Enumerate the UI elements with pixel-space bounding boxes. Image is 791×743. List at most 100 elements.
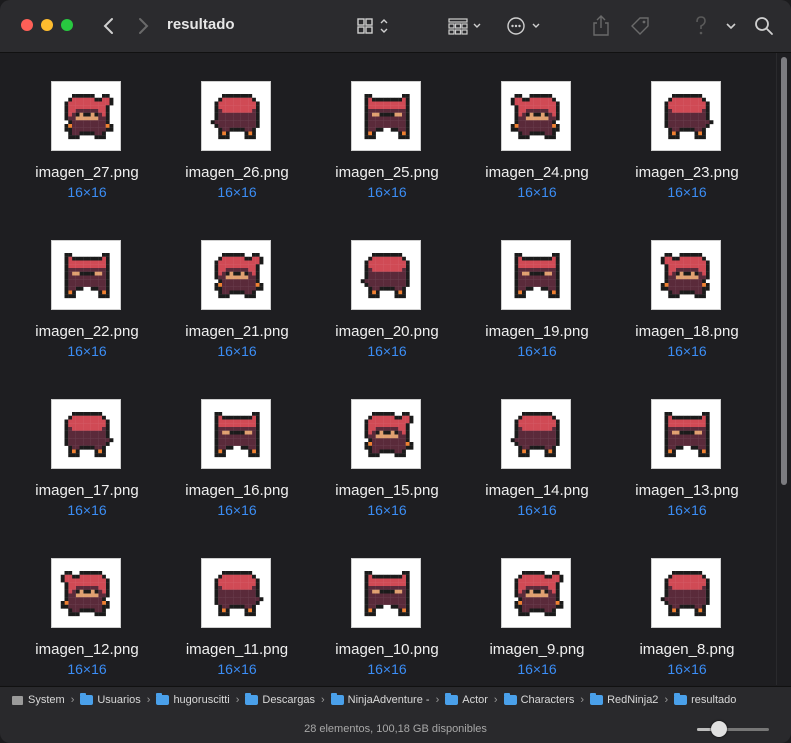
tag-button[interactable]	[627, 12, 653, 40]
ninja-sprite-image	[664, 94, 714, 140]
file-name[interactable]: imagen_17.png	[35, 482, 139, 499]
file-thumbnail	[51, 558, 121, 628]
file-item[interactable]: imagen_22.png 16×16	[12, 212, 162, 362]
icon-size-slider-knob[interactable]	[710, 721, 727, 737]
group-icon	[448, 18, 481, 35]
file-item[interactable]: imagen_21.png 16×16	[162, 212, 312, 362]
disk-icon	[12, 695, 23, 705]
file-dimensions: 16×16	[67, 184, 107, 200]
file-item[interactable]: imagen_20.png 16×16	[312, 212, 462, 362]
file-grid-area[interactable]: imagen_27.png 16×16 imagen_26.png 16×16 imag…	[0, 53, 776, 685]
file-name[interactable]: imagen_22.png	[35, 323, 139, 340]
more-toolbar-button[interactable]	[722, 12, 740, 40]
file-item[interactable]: imagen_15.png 16×16	[312, 371, 462, 521]
file-name[interactable]: imagen_12.png	[35, 641, 139, 658]
file-name[interactable]: imagen_15.png	[335, 482, 439, 499]
vertical-scrollbar[interactable]	[776, 53, 791, 685]
file-dimensions: 16×16	[367, 661, 407, 677]
breadcrumb-separator: ›	[580, 694, 585, 706]
back-button[interactable]	[98, 14, 120, 38]
ninja-sprite-image	[64, 253, 110, 299]
file-dimensions: 16×16	[367, 343, 407, 359]
action-button[interactable]	[505, 12, 545, 40]
view-mode-button[interactable]	[355, 12, 393, 40]
file-name[interactable]: imagen_14.png	[485, 482, 589, 499]
file-name[interactable]: imagen_23.png	[635, 164, 739, 181]
breadcrumb-item[interactable]: NinjaAdventure -	[330, 693, 430, 706]
file-item[interactable]: imagen_13.png 16×16	[612, 371, 762, 521]
zoom-window-button[interactable]	[61, 19, 73, 31]
file-dimensions: 16×16	[517, 661, 557, 677]
window-title: resultado	[167, 16, 235, 33]
file-item[interactable]: imagen_16.png 16×16	[162, 371, 312, 521]
ninja-sprite-image	[214, 412, 260, 458]
file-dimensions: 16×16	[667, 661, 707, 677]
help-button[interactable]	[690, 12, 712, 40]
file-item[interactable]: imagen_9.png 16×16	[462, 530, 612, 680]
file-item[interactable]: imagen_24.png 16×16	[462, 53, 612, 203]
breadcrumb-item[interactable]: Characters	[503, 693, 574, 706]
file-item[interactable]: imagen_14.png 16×16	[462, 371, 612, 521]
file-item[interactable]: imagen_26.png 16×16	[162, 53, 312, 203]
breadcrumb-label: RedNinja2	[607, 694, 659, 706]
folder-icon	[503, 693, 517, 705]
breadcrumb-item[interactable]: Usuarios	[80, 693, 141, 706]
search-button[interactable]	[752, 12, 776, 40]
file-item[interactable]: imagen_10.png 16×16	[312, 530, 462, 680]
file-item[interactable]: imagen_19.png 16×16	[462, 212, 612, 362]
file-name[interactable]: imagen_19.png	[485, 323, 589, 340]
file-name[interactable]: imagen_27.png	[35, 164, 139, 181]
file-dimensions: 16×16	[517, 343, 557, 359]
file-dimensions: 16×16	[517, 502, 557, 518]
minimize-window-button[interactable]	[41, 19, 53, 31]
file-name[interactable]: imagen_24.png	[485, 164, 589, 181]
file-name[interactable]: imagen_8.png	[639, 641, 735, 658]
breadcrumb-separator: ›	[493, 694, 498, 706]
toolbar: resultado	[0, 0, 791, 53]
file-thumbnail	[51, 399, 121, 469]
share-button[interactable]	[589, 12, 613, 40]
file-item[interactable]: imagen_27.png 16×16	[12, 53, 162, 203]
breadcrumb-item[interactable]: hugoruscitti	[156, 693, 230, 706]
file-thumbnail	[351, 558, 421, 628]
status-text: 28 elementos, 100,18 GB disponibles	[304, 723, 487, 735]
icon-size-slider[interactable]	[697, 728, 769, 731]
file-name[interactable]: imagen_11.png	[185, 641, 289, 658]
file-dimensions: 16×16	[667, 502, 707, 518]
file-item[interactable]: imagen_8.png 16×16	[612, 530, 762, 680]
file-item[interactable]: imagen_23.png 16×16	[612, 53, 762, 203]
file-name[interactable]: imagen_20.png	[335, 323, 439, 340]
file-item[interactable]: imagen_18.png 16×16	[612, 212, 762, 362]
breadcrumb-item[interactable]: Actor	[445, 693, 488, 706]
file-name[interactable]: imagen_21.png	[185, 323, 289, 340]
file-name[interactable]: imagen_26.png	[185, 164, 289, 181]
forward-button[interactable]	[132, 14, 154, 38]
breadcrumb-separator: ›	[435, 694, 440, 706]
breadcrumb-item[interactable]: Descargas	[245, 693, 315, 706]
file-name[interactable]: imagen_13.png	[635, 482, 739, 499]
file-name[interactable]: imagen_18.png	[635, 323, 739, 340]
breadcrumb-item[interactable]: resultado	[674, 693, 736, 706]
file-item[interactable]: imagen_11.png 16×16	[162, 530, 312, 680]
file-thumbnail	[351, 81, 421, 151]
ninja-sprite-image	[364, 94, 410, 140]
ninja-sprite-image	[514, 571, 564, 617]
close-window-button[interactable]	[21, 19, 33, 31]
file-item[interactable]: imagen_25.png 16×16	[312, 53, 462, 203]
breadcrumb-item[interactable]: System	[12, 694, 65, 706]
breadcrumb-item[interactable]: RedNinja2	[590, 693, 659, 706]
file-dimensions: 16×16	[67, 502, 107, 518]
file-name[interactable]: imagen_25.png	[335, 164, 439, 181]
file-name[interactable]: imagen_10.png	[335, 641, 439, 658]
file-item[interactable]: imagen_17.png 16×16	[12, 371, 162, 521]
group-button[interactable]	[446, 12, 486, 40]
file-name[interactable]: imagen_16.png	[185, 482, 289, 499]
file-thumbnail	[651, 81, 721, 151]
file-dimensions: 16×16	[217, 184, 257, 200]
file-name[interactable]: imagen_9.png	[489, 641, 585, 658]
file-item[interactable]: imagen_12.png 16×16	[12, 530, 162, 680]
scroll-thumb[interactable]	[781, 57, 787, 485]
folder-icon	[245, 693, 259, 705]
breadcrumb-separator: ›	[664, 694, 669, 706]
file-thumbnail	[201, 399, 271, 469]
